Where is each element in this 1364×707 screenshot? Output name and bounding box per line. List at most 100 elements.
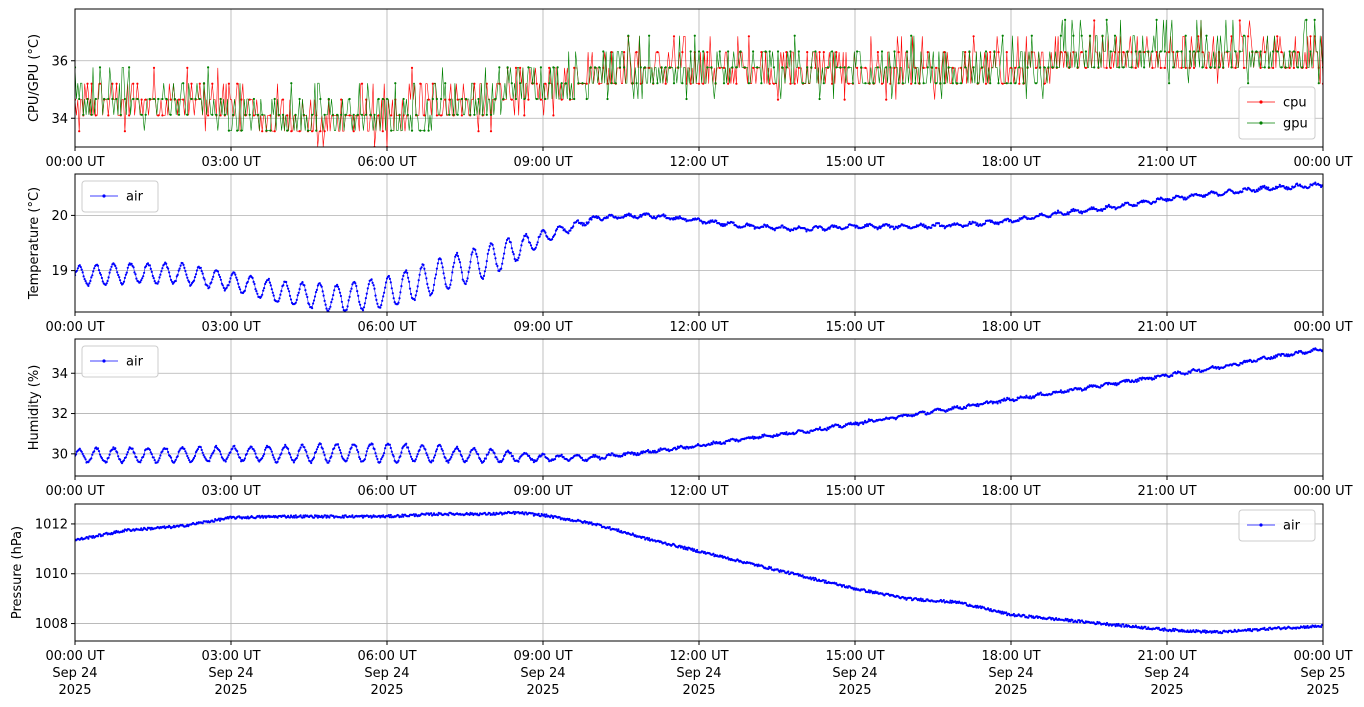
data-point xyxy=(868,82,871,85)
data-point xyxy=(130,262,133,265)
data-point xyxy=(1313,18,1316,21)
data-point xyxy=(105,460,108,464)
data-point xyxy=(333,447,336,450)
data-point xyxy=(839,66,842,69)
data-point xyxy=(608,526,611,529)
data-point xyxy=(75,453,78,456)
legend-label-air: air xyxy=(126,190,144,205)
data-point xyxy=(346,305,349,308)
data-point xyxy=(123,130,126,133)
data-point xyxy=(276,460,279,463)
data-point xyxy=(173,460,176,463)
data-point xyxy=(581,224,584,227)
data-point xyxy=(192,456,196,459)
data-point xyxy=(351,283,354,286)
data-point xyxy=(561,226,564,229)
data-point xyxy=(446,459,449,462)
data-point xyxy=(381,130,384,133)
data-point xyxy=(397,459,400,462)
data-point xyxy=(222,286,225,289)
data-point xyxy=(103,97,106,101)
data-point xyxy=(1306,624,1309,628)
data-point xyxy=(363,458,366,461)
data-point xyxy=(283,446,286,449)
data-point xyxy=(251,276,254,280)
data-point xyxy=(1114,382,1117,385)
data-point xyxy=(999,610,1002,613)
data-point xyxy=(708,221,711,224)
x-tick-label: 12:00 UT xyxy=(669,320,728,335)
data-point xyxy=(385,97,389,101)
x-tick-date-label: Sep 24 xyxy=(364,666,409,681)
data-point xyxy=(452,113,455,116)
data-point xyxy=(921,598,924,601)
data-point xyxy=(535,82,538,85)
data-point xyxy=(469,450,472,453)
data-point xyxy=(383,452,386,455)
data-point xyxy=(1272,357,1275,360)
data-point xyxy=(324,303,327,306)
data-point xyxy=(700,220,704,223)
data-point xyxy=(1134,378,1137,381)
data-point xyxy=(295,456,298,460)
data-point xyxy=(1247,35,1250,38)
data-point xyxy=(585,82,588,85)
data-point xyxy=(354,282,357,285)
data-point xyxy=(477,97,480,101)
data-point xyxy=(445,285,448,288)
data-point xyxy=(479,272,482,275)
data-point xyxy=(1135,204,1138,207)
data-point xyxy=(1022,82,1025,85)
data-point xyxy=(481,277,485,280)
data-point xyxy=(643,536,646,539)
data-point xyxy=(926,66,929,69)
data-point xyxy=(393,301,396,304)
data-point xyxy=(727,82,730,85)
data-point xyxy=(200,448,203,452)
data-point xyxy=(1141,201,1144,204)
data-point xyxy=(1137,379,1140,382)
data-point xyxy=(423,267,426,270)
data-point xyxy=(315,448,318,451)
data-point xyxy=(460,455,463,458)
data-point xyxy=(468,454,471,457)
data-point xyxy=(523,513,526,516)
data-point xyxy=(160,270,163,273)
data-point xyxy=(524,234,527,237)
data-point xyxy=(930,66,934,69)
data-point xyxy=(161,114,164,117)
data-point xyxy=(1163,66,1166,69)
data-point xyxy=(258,514,261,518)
data-point xyxy=(400,285,403,288)
data-point xyxy=(1158,198,1161,201)
data-point xyxy=(186,454,189,458)
data-point xyxy=(375,298,378,301)
data-point xyxy=(889,66,892,69)
data-point xyxy=(1280,66,1283,69)
data-point xyxy=(319,130,322,133)
data-point xyxy=(1076,66,1079,69)
data-point xyxy=(735,66,738,69)
data-point xyxy=(876,51,880,54)
data-point xyxy=(773,229,776,232)
data-point xyxy=(643,66,647,69)
data-point xyxy=(78,264,81,267)
data-point xyxy=(1039,391,1042,394)
data-point xyxy=(1230,66,1233,69)
data-point xyxy=(185,273,188,276)
data-point xyxy=(442,452,445,455)
data-point xyxy=(640,215,643,218)
data-point xyxy=(684,218,687,221)
data-point xyxy=(1049,616,1052,619)
data-point xyxy=(955,82,959,85)
data-point xyxy=(431,97,434,101)
data-point xyxy=(203,278,206,281)
data-point xyxy=(140,527,143,530)
data-point xyxy=(289,298,293,301)
x-tick-label: 21:00 UT xyxy=(1137,320,1196,335)
data-point xyxy=(1234,66,1237,69)
data-point xyxy=(891,225,895,228)
data-point xyxy=(432,459,435,462)
data-point xyxy=(701,222,704,225)
